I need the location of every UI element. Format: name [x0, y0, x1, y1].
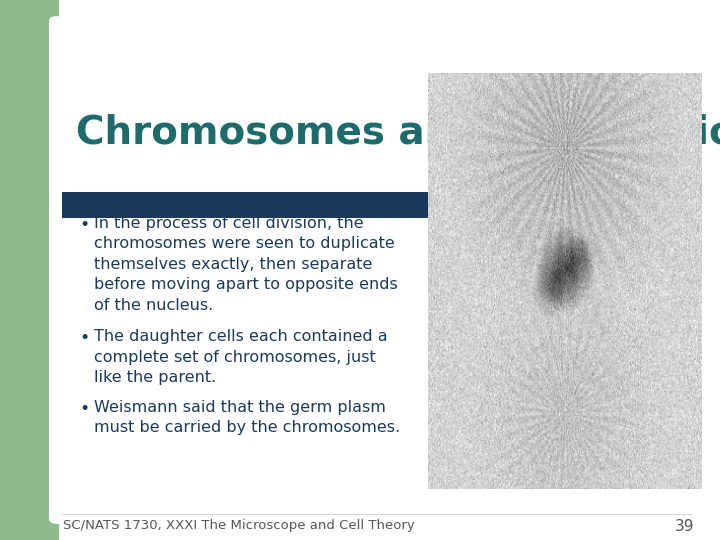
Bar: [0, 0, 59, 540]
Text: In the process of cell division, the
chromosomes were seen to duplicate
themselv: In the process of cell division, the chr…: [94, 216, 397, 313]
Text: Weismann said that the germ plasm
must be carried by the chromosomes.: Weismann said that the germ plasm must b…: [94, 400, 400, 435]
FancyBboxPatch shape: [49, 16, 720, 524]
Text: SC/NATS 1730, XXXI The Microscope and Cell Theory: SC/NATS 1730, XXXI The Microscope and Ce…: [63, 519, 415, 532]
Text: •: •: [79, 400, 89, 417]
Bar: [62, 192, 630, 218]
Text: The daughter cells each contained a
complete set of chromosomes, just
like the p: The daughter cells each contained a comp…: [94, 329, 387, 385]
Text: Chromosomes and Cell Division: Chromosomes and Cell Division: [76, 113, 720, 151]
Text: 39: 39: [675, 519, 695, 535]
Text: •: •: [79, 216, 89, 234]
Text: •: •: [79, 329, 89, 347]
